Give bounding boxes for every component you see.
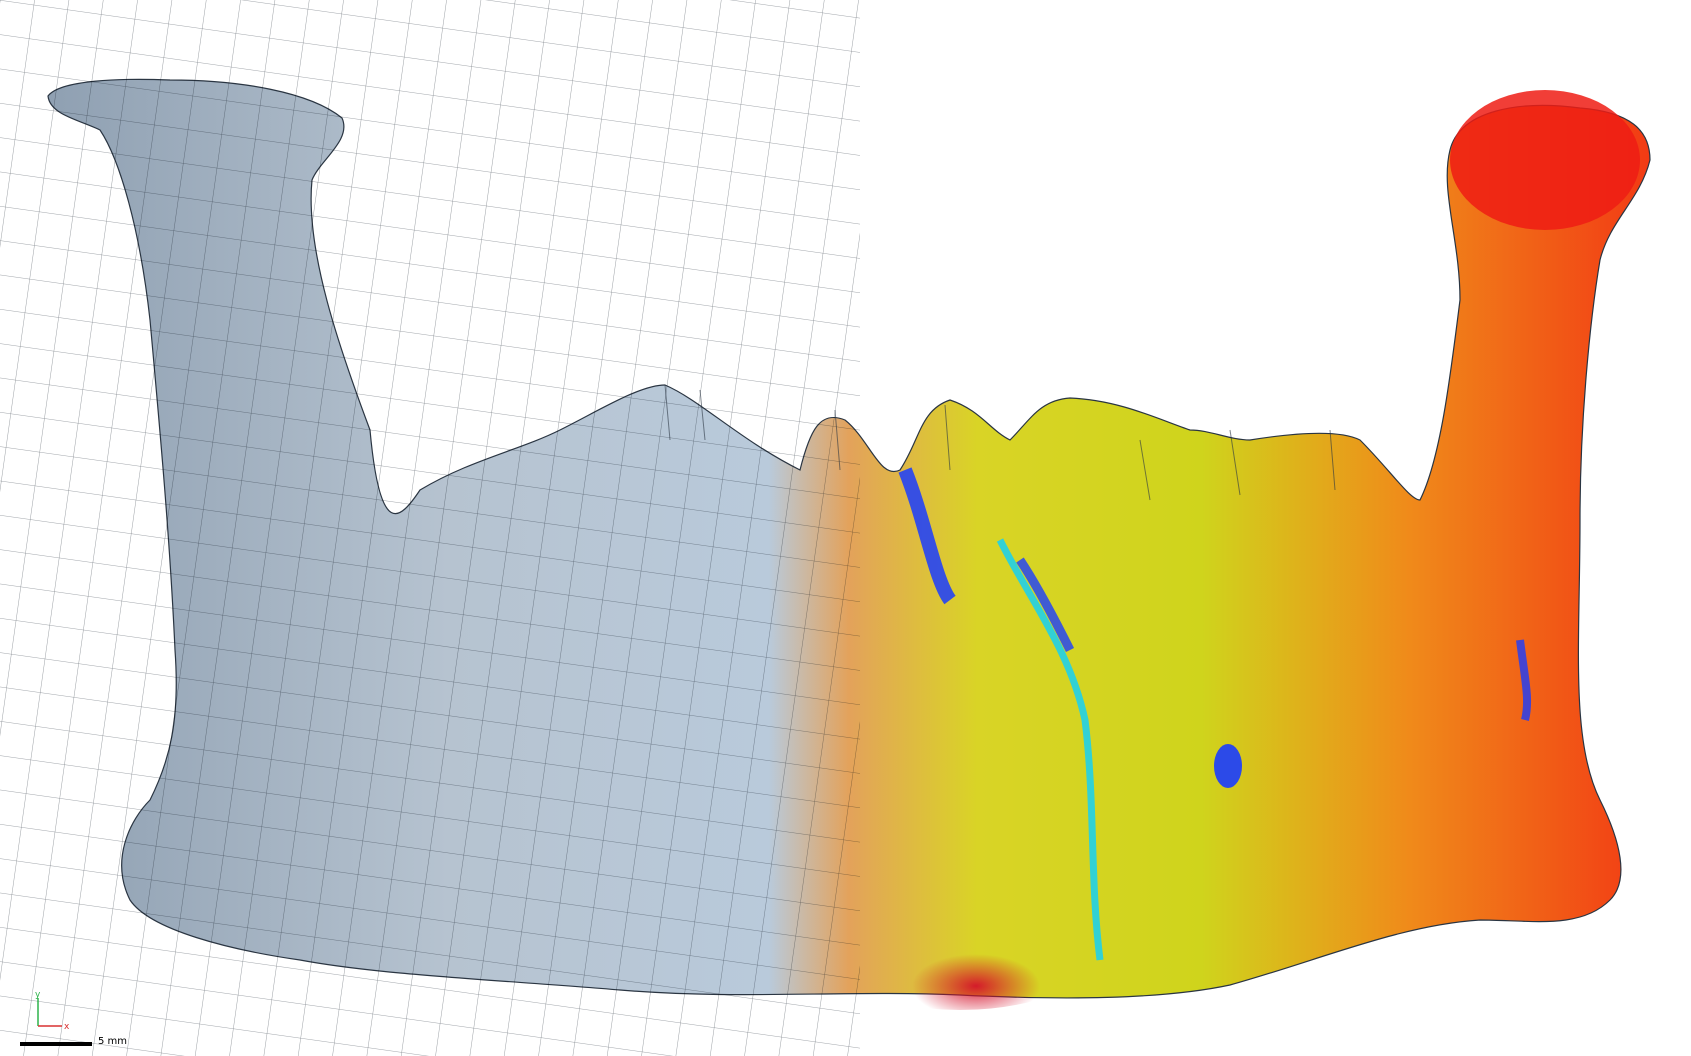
axis-triad: y x xyxy=(35,990,70,1030)
scale-bar-line xyxy=(20,1042,92,1046)
scale-bar-label: 5 mm xyxy=(98,1036,128,1047)
axis-x-label: x xyxy=(64,1022,70,1030)
axis-y-label: y xyxy=(35,990,41,1000)
mandible-icon xyxy=(0,0,1651,1056)
